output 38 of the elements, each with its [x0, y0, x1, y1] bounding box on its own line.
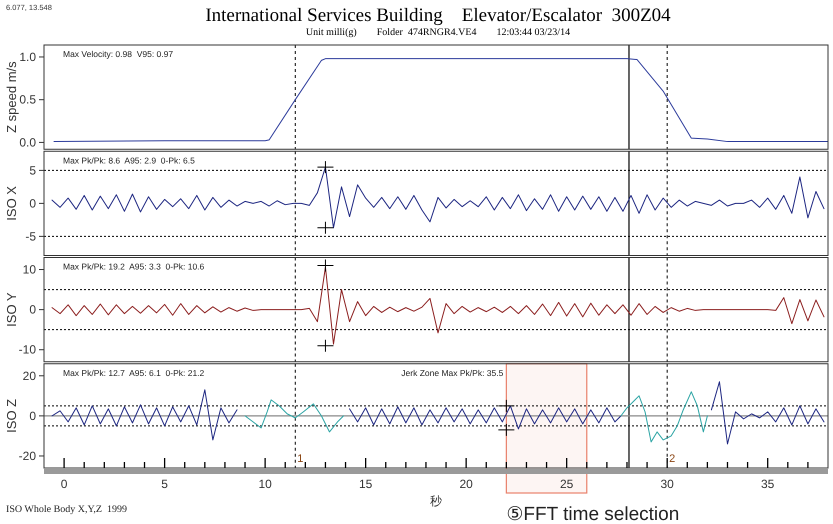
- y-axis-title: ISO X: [4, 186, 19, 221]
- y-axis-title: ISO Y: [4, 292, 19, 327]
- y-tick-label: 1.0: [19, 50, 36, 64]
- y-tick-label: 0.5: [19, 92, 36, 107]
- annotation: Jerk Zone Max Pk/Pk: 35.5: [401, 368, 504, 378]
- line-series: [54, 58, 828, 142]
- y-axis-title: Z speed m/s: [4, 60, 19, 133]
- annotation: 1: [297, 452, 304, 465]
- y-axis-title: ISO Z: [4, 398, 19, 433]
- x-tick-label: 25: [560, 477, 574, 491]
- y-tick-label: 10: [22, 262, 36, 277]
- annotation: Max Pk/Pk: 8.6 A95: 2.9 0-Pk: 6.5: [63, 155, 196, 166]
- y-tick-label: 0: [29, 302, 36, 317]
- x-tick-label: 0: [60, 477, 68, 491]
- text: ISO Whole Body X,Y,Z 1999: [6, 504, 128, 515]
- chart-title: International Services Building Elevator/Escalator 300Z04: [205, 5, 672, 26]
- y-tick-label: 0: [29, 408, 36, 423]
- y-tick-label: 0: [29, 196, 36, 210]
- x-tick-label: 20: [459, 477, 474, 491]
- chart-subtitle: Unit milli(g) Folder 474RNGR4.VE4 12:03:44 03/23/14: [306, 27, 570, 38]
- y-tick-label: -20: [18, 448, 36, 463]
- annotation: Max Velocity: 0.98 V95: 0.97: [63, 49, 174, 59]
- y-tick-label: -5: [25, 229, 36, 244]
- band-label: ⑤FFT time selection: [506, 504, 680, 524]
- annotation: Max Pk/Pk: 12.7 A95: 6.1 0-Pk: 21.2: [63, 368, 205, 378]
- x-tick-label: 5: [161, 477, 168, 491]
- x-tick-label: 15: [358, 477, 373, 491]
- line-series: [52, 166, 824, 228]
- annotation: Max Pk/Pk: 19.2 A95: 3.3 0-Pk: 10.6: [63, 262, 205, 272]
- y-tick-label: 5: [29, 163, 36, 178]
- annotation: 2: [669, 452, 676, 465]
- x-tick-label: 10: [258, 477, 272, 491]
- x-tick-label: 30: [660, 477, 674, 491]
- y-tick-label: -10: [18, 342, 36, 357]
- x-axis-title: 秒: [430, 494, 442, 508]
- y-tick-label: 20: [22, 368, 36, 383]
- x-tick-label: 35: [761, 477, 775, 491]
- y-tick-label: 0.0: [19, 135, 36, 150]
